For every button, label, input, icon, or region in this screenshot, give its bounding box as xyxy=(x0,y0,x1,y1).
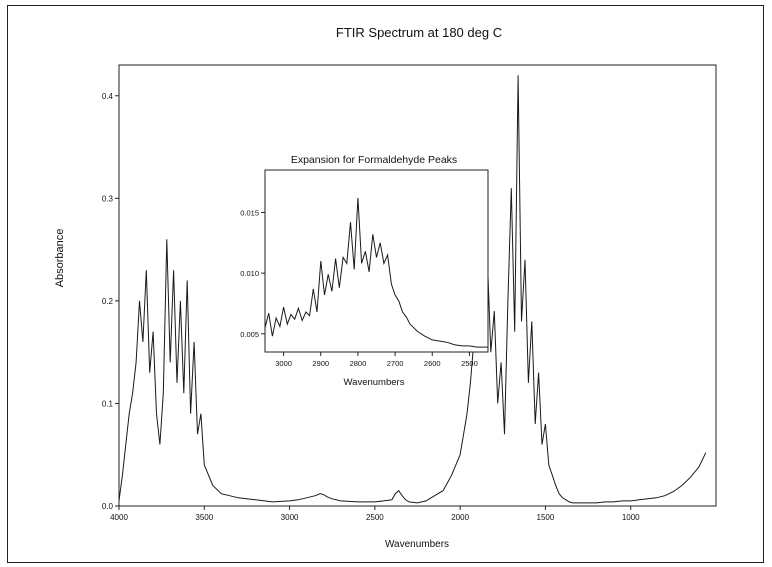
inset-x-tick-label: 2900 xyxy=(312,359,329,368)
main-x-tick-label: 3500 xyxy=(195,513,213,522)
inset-x-tick-label: 3000 xyxy=(275,359,292,368)
main-y-tick-label: 0.0 xyxy=(102,502,114,511)
main-x-tick-label: 2000 xyxy=(451,513,469,522)
main-chart-title: FTIR Spectrum at 180 deg C xyxy=(336,25,502,40)
inset-y-tick-label: 0.010 xyxy=(240,269,259,278)
main-x-tick-label: 3000 xyxy=(281,513,299,522)
main-y-tick-label: 0.3 xyxy=(102,194,114,203)
inset-spectrum-line xyxy=(264,197,488,348)
main-x-axis-label: Wavenumbers xyxy=(385,539,449,550)
inset-chart-title: Expansion for Formaldehyde Peaks xyxy=(291,154,457,166)
main-y-tick-label: 0.2 xyxy=(102,297,114,306)
inset-plot-area xyxy=(264,169,489,353)
main-x-tick-label: 1000 xyxy=(622,513,640,522)
main-y-tick-label: 0.1 xyxy=(102,399,114,408)
inset-y-tick-label: 0.005 xyxy=(240,330,259,339)
inset-background xyxy=(265,170,488,352)
main-y-tick-label: 0.4 xyxy=(102,92,114,101)
inset-x-tick-label: 2800 xyxy=(350,359,367,368)
inset-x-axis-label: Wavenumbers xyxy=(344,377,405,388)
main-x-tick-label: 1500 xyxy=(537,513,555,522)
main-x-tick-label: 2500 xyxy=(366,513,384,522)
main-y-axis-label: Absorbance xyxy=(54,229,66,288)
main-plot-area xyxy=(118,64,717,507)
inset-x-tick-label: 2600 xyxy=(424,359,441,368)
inset-x-tick-label: 2500 xyxy=(461,359,478,368)
inset-x-tick-label: 2700 xyxy=(387,359,404,368)
main-spectrum-line xyxy=(118,75,707,504)
inset-y-tick-label: 0.015 xyxy=(240,208,259,217)
main-x-tick-label: 4000 xyxy=(110,513,128,522)
